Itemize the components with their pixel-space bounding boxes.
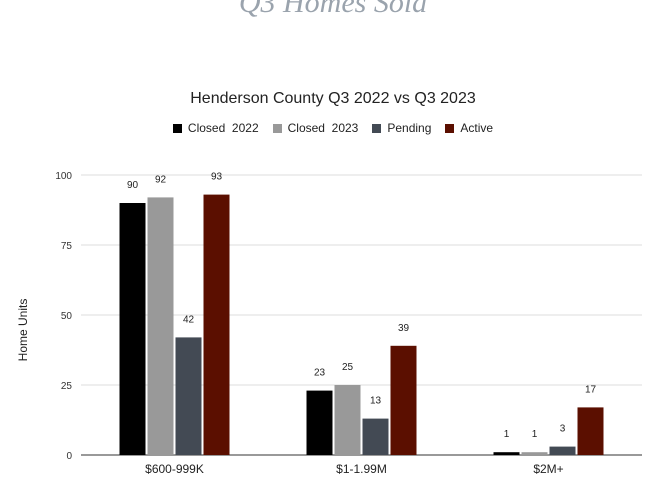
y-tick-label: 100 xyxy=(55,171,72,182)
data-label: 23 xyxy=(314,368,326,379)
chart-legend: Closed 2022 Closed 2023 Pending Active xyxy=(0,121,666,135)
legend-label-active: Active xyxy=(460,121,494,135)
bar-2-3 xyxy=(521,452,548,455)
y-tick-label: 50 xyxy=(61,311,73,322)
bar-4-3 xyxy=(577,407,604,455)
data-label: 13 xyxy=(370,396,382,407)
legend-swatch-active xyxy=(445,123,455,133)
bar-3-3 xyxy=(549,446,576,455)
y-tick-label: 75 xyxy=(61,241,73,252)
x-tick-label: $600-999K xyxy=(145,462,204,476)
legend-item-pending: Pending xyxy=(372,121,431,135)
banner-title: Q3 Homes Sold xyxy=(238,0,428,19)
bar-3-2 xyxy=(362,418,389,455)
bar-1-1 xyxy=(119,203,146,455)
data-label: 1 xyxy=(532,429,538,440)
y-tick-label: 25 xyxy=(61,381,73,392)
legend-item-closed-2022: Closed 2022 xyxy=(172,121,259,135)
x-tick-label: $1-1.99M xyxy=(336,462,387,476)
legend-label-closed-2023: Closed 2023 xyxy=(287,121,359,135)
data-label: 39 xyxy=(398,323,410,334)
data-label: 92 xyxy=(155,174,167,185)
bar-3-1 xyxy=(175,337,202,455)
legend-label-pending: Pending xyxy=(387,121,432,135)
legend-swatch-closed-2022 xyxy=(172,123,182,133)
data-label: 90 xyxy=(127,180,139,191)
legend-swatch-closed-2023 xyxy=(272,123,282,133)
data-label: 3 xyxy=(560,424,566,435)
bar-1-3 xyxy=(493,452,520,455)
legend-item-closed-2023: Closed 2023 xyxy=(272,121,359,135)
bar-2-1 xyxy=(147,197,174,455)
chart-title: Henderson County Q3 2022 vs Q3 2023 xyxy=(190,90,476,107)
data-label: 1 xyxy=(504,429,510,440)
bar-1-2 xyxy=(306,390,333,455)
legend-swatch-pending xyxy=(372,123,382,133)
legend-item-active: Active xyxy=(445,121,493,135)
y-tick-label: 0 xyxy=(66,451,72,462)
data-label: 17 xyxy=(585,384,597,395)
legend-label-closed-2022: Closed 2022 xyxy=(187,121,259,135)
data-label: 42 xyxy=(183,314,195,325)
bar-4-1 xyxy=(203,194,230,455)
data-label: 25 xyxy=(342,362,354,373)
page-banner: Q3 Homes Sold xyxy=(0,0,666,20)
bar-4-2 xyxy=(390,345,417,455)
bar-2-2 xyxy=(334,385,361,455)
data-label: 93 xyxy=(211,172,223,183)
x-tick-label: $2M+ xyxy=(533,462,563,476)
